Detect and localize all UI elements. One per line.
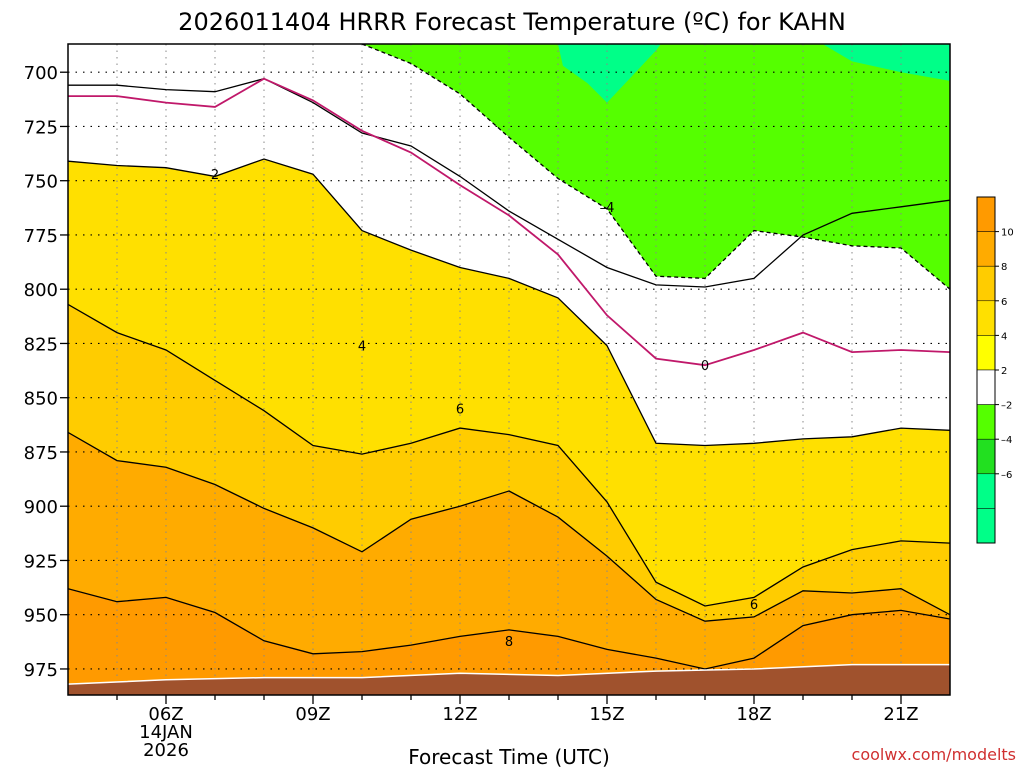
y-tick-label: 975 (24, 660, 58, 681)
y-tick-label: 725 (24, 117, 58, 138)
x-tick-label: 18Z (736, 704, 771, 725)
colorbar-tick-label: 6 (1001, 297, 1007, 308)
contour-label: 4 (358, 340, 366, 355)
chart-title: 2026011404 HRRR Forecast Temperature (ºC… (178, 8, 846, 36)
contour-label: 2 (211, 168, 219, 183)
colorbar-tick-label: –6 (1001, 470, 1012, 481)
y-tick-label: 850 (24, 389, 58, 410)
band-minus2-to-minus4 (362, 44, 950, 290)
colorbar-tick-label: –4 (1001, 435, 1012, 446)
band-minus4-to-minus6-a (558, 44, 661, 103)
x-tick-label: 21Z (883, 704, 918, 725)
contour-label: –4 (600, 201, 615, 216)
y-tick-label: 825 (24, 334, 58, 355)
band-8-to-10 (68, 432, 950, 695)
colorbar-swatch (976, 265, 996, 302)
x-axis-label: Forecast Time (UTC) (408, 745, 610, 768)
isotherm-2 (68, 158, 950, 447)
contour-label: 8 (505, 635, 513, 650)
colorbar-tick-label: 8 (1001, 262, 1007, 273)
y-tick-label: 750 (24, 172, 58, 193)
contour-labels: 2 4 6 0 –4 8 6 (211, 168, 758, 650)
y-tick-label: 775 (24, 226, 58, 247)
isotherm-10 (68, 588, 950, 670)
isotherm-minus4 (361, 44, 950, 290)
colorbar-swatch (976, 369, 996, 405)
surface-line (68, 663, 950, 685)
colorbar-swatch (976, 473, 996, 509)
isotherm-4 (68, 78, 950, 288)
colorbar-tick-label: 2 (1001, 366, 1007, 377)
colorbar-tick-label: –2 (1001, 401, 1012, 412)
colorbar-tick-label: 10 (1001, 228, 1014, 239)
x-tick-year: 2026 (143, 740, 189, 761)
y-tick-label: 875 (24, 443, 58, 464)
contour-label: 6 (456, 403, 464, 418)
colorbar-swatch (976, 404, 996, 440)
colorbar-swatch (976, 438, 996, 475)
y-tick-label: 800 (24, 280, 58, 301)
credit-link[interactable]: coolwx.com/modelts (852, 745, 1016, 764)
isotherm-lines (68, 44, 950, 670)
y-tick-label: 925 (24, 551, 58, 572)
x-tick-label: 12Z (442, 704, 477, 725)
colorbar-swatch (976, 300, 996, 336)
grid-lines (68, 44, 950, 695)
colorbar-swatch (976, 335, 996, 371)
colorbar: 10 8 6 4 2 –2 –4 –6 (976, 196, 1014, 544)
isotherm-8 (68, 431, 950, 622)
isotherm-6 (68, 303, 950, 607)
colorbar-swatch (976, 508, 996, 544)
x-tick-label: 09Z (295, 704, 330, 725)
y-tick-label: 950 (24, 606, 58, 627)
colorbar-swatch (976, 196, 996, 232)
ground-surface (68, 663, 950, 695)
x-tick-label: 15Z (589, 704, 624, 725)
y-tick-label: 700 (24, 63, 58, 84)
colorbar-tick-label: 4 (1001, 331, 1007, 342)
colorbar-swatch (976, 231, 996, 267)
contour-label: 6 (750, 598, 758, 613)
ground-fill (68, 664, 950, 695)
y-axis: 700 725 750 775 800 825 850 875 900 925 950 975 (24, 63, 68, 681)
isotherm-0 (68, 77, 950, 367)
y-tick-label: 900 (24, 497, 58, 518)
x-tick-date: 14JAN (139, 722, 193, 743)
contour-label: 0 (701, 359, 709, 374)
plot-area: 2 4 6 0 –4 8 6 (68, 44, 950, 695)
band-minus4-to-minus6-b (822, 44, 950, 81)
x-tick-label: 06Z (148, 704, 183, 725)
